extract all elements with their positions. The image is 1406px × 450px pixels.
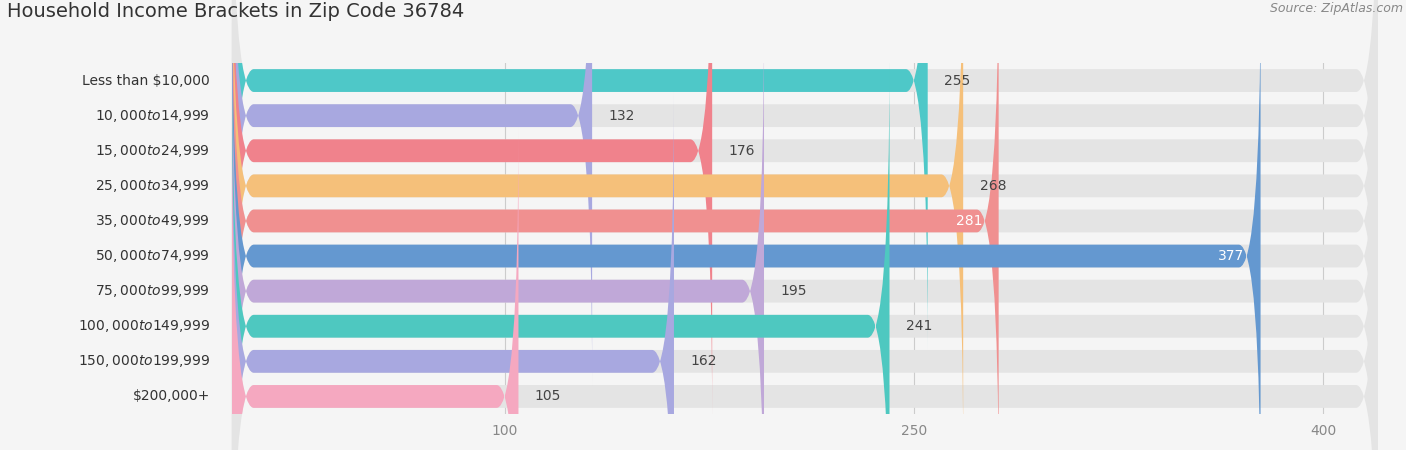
Text: 241: 241 bbox=[905, 319, 932, 333]
FancyBboxPatch shape bbox=[232, 0, 998, 450]
Text: Less than $10,000: Less than $10,000 bbox=[83, 73, 209, 88]
FancyBboxPatch shape bbox=[232, 0, 1378, 450]
Text: 105: 105 bbox=[534, 389, 561, 404]
Text: 195: 195 bbox=[780, 284, 807, 298]
FancyBboxPatch shape bbox=[232, 57, 1378, 450]
FancyBboxPatch shape bbox=[232, 0, 1378, 450]
Text: $15,000 to $24,999: $15,000 to $24,999 bbox=[96, 143, 209, 159]
FancyBboxPatch shape bbox=[232, 0, 1378, 420]
Text: $35,000 to $49,999: $35,000 to $49,999 bbox=[96, 213, 209, 229]
FancyBboxPatch shape bbox=[232, 92, 673, 450]
FancyBboxPatch shape bbox=[232, 0, 1378, 450]
FancyBboxPatch shape bbox=[232, 127, 1378, 450]
Text: 281: 281 bbox=[956, 214, 983, 228]
Text: Source: ZipAtlas.com: Source: ZipAtlas.com bbox=[1270, 2, 1403, 15]
FancyBboxPatch shape bbox=[232, 0, 1378, 385]
FancyBboxPatch shape bbox=[232, 0, 1261, 450]
Text: 377: 377 bbox=[1218, 249, 1244, 263]
Text: $50,000 to $74,999: $50,000 to $74,999 bbox=[96, 248, 209, 264]
FancyBboxPatch shape bbox=[232, 57, 890, 450]
FancyBboxPatch shape bbox=[232, 22, 1378, 450]
Text: $150,000 to $199,999: $150,000 to $199,999 bbox=[77, 353, 209, 369]
Text: $10,000 to $14,999: $10,000 to $14,999 bbox=[96, 108, 209, 124]
FancyBboxPatch shape bbox=[232, 22, 763, 450]
Text: 162: 162 bbox=[690, 354, 717, 369]
FancyBboxPatch shape bbox=[232, 0, 713, 420]
Text: 132: 132 bbox=[609, 108, 636, 123]
FancyBboxPatch shape bbox=[232, 0, 1378, 350]
Text: $100,000 to $149,999: $100,000 to $149,999 bbox=[77, 318, 209, 334]
FancyBboxPatch shape bbox=[232, 0, 928, 350]
FancyBboxPatch shape bbox=[232, 0, 592, 385]
Text: $75,000 to $99,999: $75,000 to $99,999 bbox=[96, 283, 209, 299]
Text: $200,000+: $200,000+ bbox=[132, 389, 209, 404]
Text: 255: 255 bbox=[943, 73, 970, 88]
FancyBboxPatch shape bbox=[232, 92, 1378, 450]
Text: Household Income Brackets in Zip Code 36784: Household Income Brackets in Zip Code 36… bbox=[7, 2, 464, 21]
Text: 176: 176 bbox=[728, 144, 755, 158]
FancyBboxPatch shape bbox=[232, 127, 519, 450]
FancyBboxPatch shape bbox=[232, 0, 963, 450]
Text: 268: 268 bbox=[980, 179, 1007, 193]
Text: $25,000 to $34,999: $25,000 to $34,999 bbox=[96, 178, 209, 194]
